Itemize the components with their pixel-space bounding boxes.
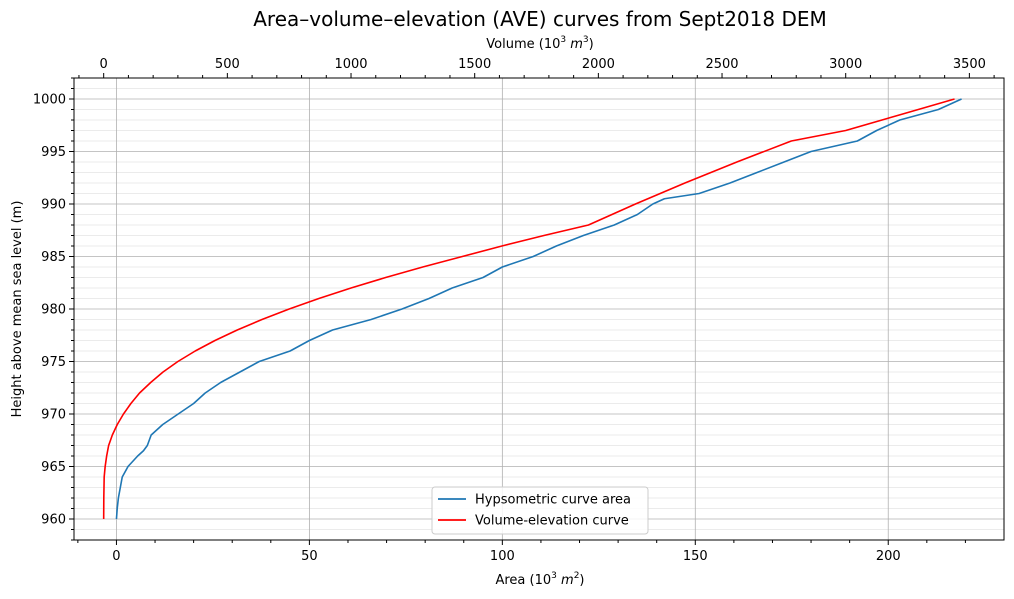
- y-axis-title: Height above mean sea level (m): [10, 201, 25, 418]
- y-tick-label: 980: [41, 303, 66, 318]
- series-layer: [102, 98, 962, 520]
- y-tick-label: 965: [41, 460, 66, 475]
- y-tick-label: 995: [41, 145, 66, 160]
- x-tick-label: 150: [683, 549, 708, 564]
- y-tick-label: 990: [41, 198, 66, 213]
- y-tick-label: 970: [41, 408, 66, 423]
- x-tick-label: 200: [876, 549, 901, 564]
- x2-tick-label: 500: [215, 57, 240, 72]
- legend-box: [431, 486, 649, 535]
- x2-tick-label: 2000: [582, 57, 615, 72]
- x2-tick-label: 2500: [705, 57, 738, 72]
- x2-tick-label: 1000: [334, 57, 367, 72]
- legend: Hypsometric curve area Volume-elevation c…: [431, 486, 649, 535]
- grid: [74, 77, 1004, 541]
- x2-tick-label: 0: [100, 57, 108, 72]
- legend-label-1: Volume-elevation curve: [475, 514, 629, 529]
- x2-tick-label: 1500: [458, 57, 491, 72]
- series-line-1: [102, 98, 955, 520]
- x-axis-title: Area (103 m2): [495, 571, 584, 588]
- x2-tick-label: 3500: [953, 57, 986, 72]
- x-tick-label: 0: [112, 549, 120, 564]
- series-line-0: [115, 98, 962, 520]
- x-tick-label: 50: [301, 549, 318, 564]
- y-tick-label: 1000: [33, 93, 66, 108]
- y-tick-label: 975: [41, 355, 66, 370]
- y-tick-label: 960: [41, 513, 66, 528]
- x2-axis-title: Volume (103 m3): [486, 35, 593, 52]
- y-tick-label: 985: [41, 250, 66, 265]
- chart-title: Area–volume–elevation (AVE) curves from …: [253, 7, 827, 31]
- axes: 960 965 970 975 980 985 990 995 1000 0 50 100 150 200…: [33, 57, 1005, 564]
- x2-tick-label: 3000: [829, 57, 862, 72]
- legend-label-0: Hypsometric curve area: [475, 493, 631, 508]
- x-tick-label: 100: [490, 549, 515, 564]
